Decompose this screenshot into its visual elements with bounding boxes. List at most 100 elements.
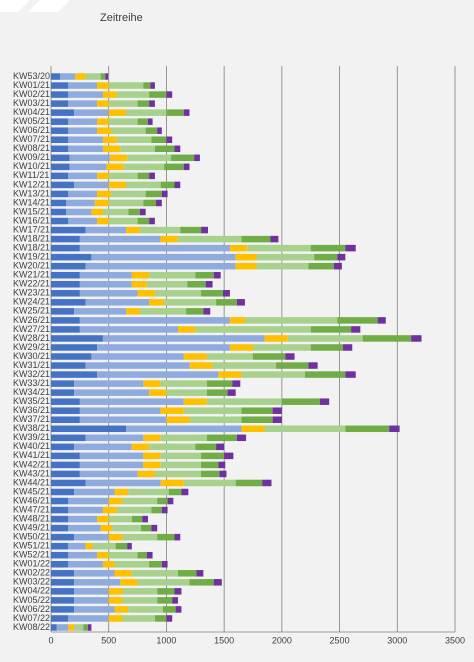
bar-segment xyxy=(241,371,305,378)
bar-segment xyxy=(51,615,69,622)
bar-segment xyxy=(116,136,152,143)
bar-segment xyxy=(51,100,69,107)
bar-segment xyxy=(181,488,189,496)
bar-segment xyxy=(85,299,150,306)
bar-segment xyxy=(79,271,132,279)
bar-segment xyxy=(201,470,220,478)
bar-segment xyxy=(68,136,103,143)
bar-segment xyxy=(156,199,162,207)
bar-segment xyxy=(235,262,257,270)
bar-segment xyxy=(161,506,168,514)
bar-segment xyxy=(206,380,233,387)
bar-segment xyxy=(108,497,123,505)
y-tick-label: KW18/21 xyxy=(13,233,50,243)
bar-segment xyxy=(51,380,75,387)
y-tick-label: KW20/21 xyxy=(13,261,50,271)
y-tick-label: KW11/21 xyxy=(13,170,49,180)
bar-segment xyxy=(126,109,167,116)
bar-segment xyxy=(212,362,277,369)
y-tick-label: KW25/21 xyxy=(13,306,50,316)
decoration xyxy=(0,0,70,12)
bar-segment xyxy=(122,597,158,604)
bar-segment xyxy=(229,344,253,351)
bar-segment xyxy=(160,461,202,469)
bar-segment xyxy=(171,154,195,162)
bar-segment xyxy=(79,470,138,478)
bar-segment xyxy=(389,425,400,433)
bar-segment xyxy=(201,226,208,234)
bar-segment xyxy=(68,542,86,550)
bar-segment xyxy=(164,163,184,171)
bar-segment xyxy=(157,597,173,604)
bar-segment xyxy=(177,235,242,243)
bar-segment xyxy=(51,217,69,225)
bar-segment xyxy=(253,344,311,351)
bar-segment xyxy=(241,416,273,423)
bar-segment xyxy=(183,479,236,487)
bar-segment xyxy=(304,371,346,378)
bar-segment xyxy=(114,488,129,496)
bar-segment xyxy=(219,470,227,478)
y-tick-label: KW50/21 xyxy=(13,532,50,542)
bar-segment xyxy=(51,118,69,125)
bar-segment xyxy=(281,398,320,405)
bar-segment xyxy=(143,199,157,207)
bar-segment xyxy=(51,542,69,550)
bar-segment xyxy=(102,91,117,98)
bar-segment xyxy=(164,299,217,306)
y-tick-label: KW29/21 xyxy=(13,342,50,352)
y-tick-label: KW27/21 xyxy=(13,324,50,334)
bar-segment xyxy=(51,109,75,116)
y-tick-label: KW48/21 xyxy=(13,513,50,523)
bar-segment xyxy=(51,335,103,342)
bar-segment xyxy=(123,163,165,171)
bar-segment xyxy=(206,434,237,442)
bar-segment xyxy=(66,199,95,207)
bar-segment xyxy=(149,271,196,279)
x-tick-label: 3500 xyxy=(445,635,465,645)
bar-segment xyxy=(137,579,190,586)
x-tick-label: 0 xyxy=(48,635,53,645)
bar-segment xyxy=(116,91,150,98)
bar-segment xyxy=(51,290,80,297)
bar-segment xyxy=(122,533,158,541)
bar-segment xyxy=(108,217,138,225)
y-tick-label: KW26/21 xyxy=(13,315,50,325)
bar-segment xyxy=(149,561,162,568)
y-tick-label: KW15/21 xyxy=(13,206,50,216)
bar-segment xyxy=(166,91,173,98)
bar-segment xyxy=(143,380,161,387)
bar-segment xyxy=(51,145,69,153)
bar-segment xyxy=(362,335,412,342)
bar-segment xyxy=(60,73,76,80)
y-tick-label: KW13/21 xyxy=(13,188,50,198)
bar-segment xyxy=(166,389,207,396)
bar-segment xyxy=(157,588,175,595)
bar-segment xyxy=(256,253,315,261)
bar-segment xyxy=(174,145,181,153)
bar-segment xyxy=(69,154,110,162)
bar-segment xyxy=(180,226,202,234)
bar-segment xyxy=(161,561,168,568)
bar-segment xyxy=(137,551,147,559)
bar-segment xyxy=(97,217,109,225)
bar-segment xyxy=(68,551,98,559)
bar-segment xyxy=(92,542,116,550)
bar-segment xyxy=(177,326,196,333)
x-tick-label: 2500 xyxy=(330,635,350,645)
bar-segment xyxy=(206,398,282,405)
y-tick-label: KW03/22 xyxy=(13,577,50,587)
bar-segment xyxy=(120,145,155,153)
bar-segment xyxy=(157,533,175,541)
bar-segment xyxy=(51,136,69,143)
bar-segment xyxy=(51,253,92,261)
bar-segment xyxy=(137,217,150,225)
bar-segment xyxy=(177,570,197,577)
bar-segment xyxy=(232,380,241,387)
y-tick-label: KW08/22 xyxy=(13,622,50,632)
y-tick-label: KW41/21 xyxy=(13,450,50,460)
bar-segment xyxy=(51,344,98,351)
y-tick-label: KW03/21 xyxy=(13,98,50,108)
bar-segment xyxy=(87,624,92,631)
bar-segment xyxy=(160,235,178,243)
